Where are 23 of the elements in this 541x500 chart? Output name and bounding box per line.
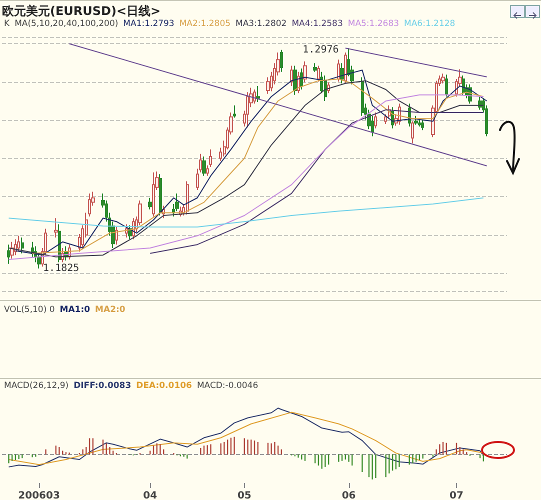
text: MA6:1.2128 (404, 19, 456, 29)
text: MA(5,10,20,40,100,200) (14, 19, 118, 29)
text: DEA:0.0106 (136, 381, 192, 391)
x-tick-label: 06 (342, 490, 356, 500)
text: MA5:1.2683 (348, 19, 400, 29)
text: VOL(5,10) 0 (4, 305, 55, 315)
text: MA2:0 (95, 305, 126, 315)
x-tick-label: 200603 (18, 490, 60, 500)
x-tick-label: 07 (450, 490, 464, 500)
x-tick-label: 04 (143, 490, 158, 500)
annotation: 1.2976 (302, 44, 339, 56)
text: K (4, 19, 10, 29)
text: MACD:-0.0046 (196, 381, 258, 391)
text: MA4:1.2583 (292, 19, 343, 29)
text: DIFF:0.0083 (74, 381, 132, 391)
text: MA1:0 (60, 305, 90, 315)
x-tick-label: 05 (237, 490, 252, 500)
chart-title: 欧元美元(EURUSD)<日线> (2, 3, 161, 20)
text: MA2:1.2805 (179, 19, 231, 29)
annotation: 1.1825 (43, 263, 80, 274)
text: MA3:1.2802 (236, 19, 287, 29)
text: MA1:1.2793 (123, 19, 174, 29)
chart-title: MACD(26,12,9) (4, 381, 69, 391)
